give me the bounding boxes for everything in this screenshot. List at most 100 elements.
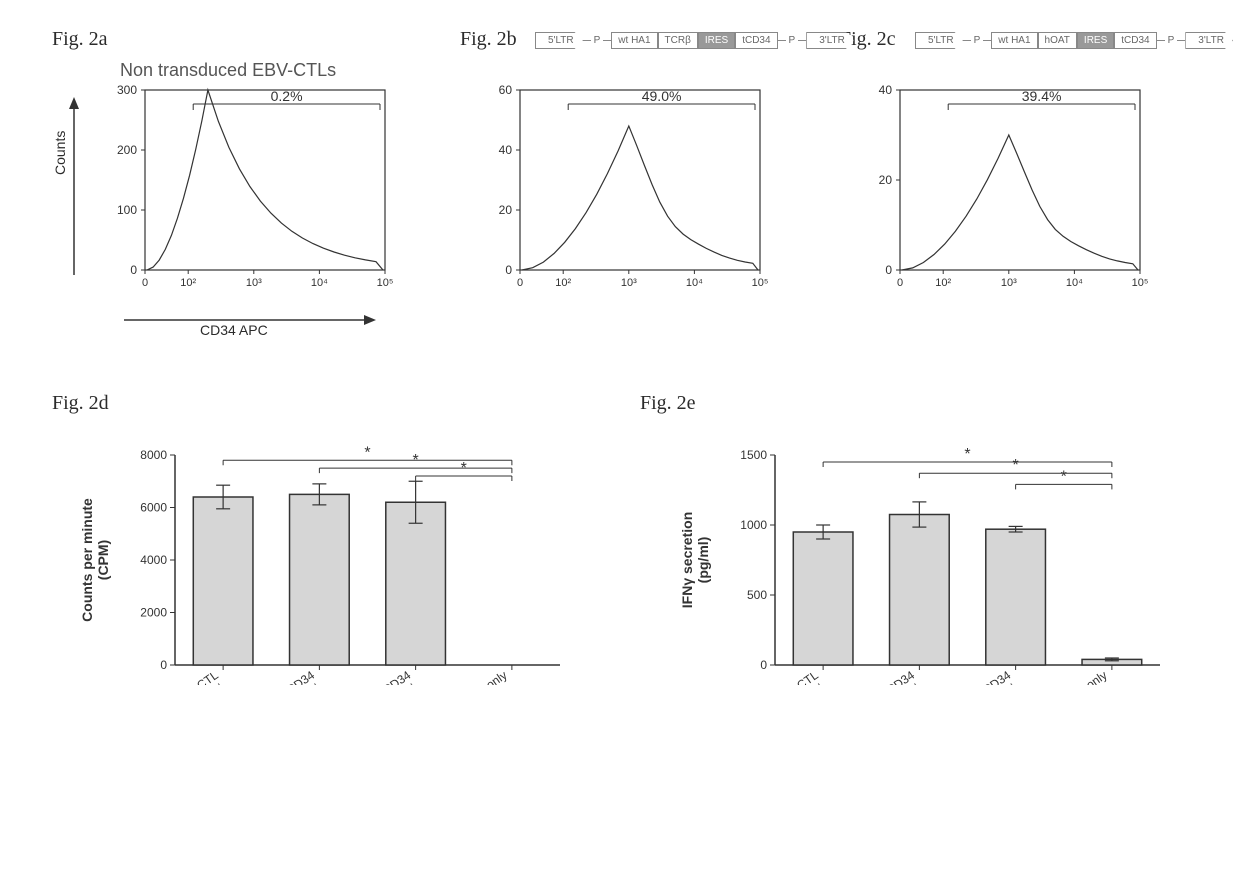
- svg-text:0: 0: [897, 277, 903, 289]
- svg-text:10²: 10²: [555, 277, 571, 289]
- hist-a-svg: 0 100 200 300 0 10² 10³ 10⁴ 10⁵ 0.2%: [95, 80, 415, 310]
- svg-text:60: 60: [499, 83, 513, 97]
- construct-c-mid3: tCD34: [1114, 32, 1156, 49]
- bar-chart-e: 050010001500IFNγ secretion(pg/ml)NT CTLa…: [680, 425, 1180, 745]
- svg-text:10³: 10³: [621, 277, 637, 289]
- construct-c-p2: P: [1165, 35, 1178, 46]
- bar-chart-d: 0 2000 4000 6000 8000 Counts per minute(CPM) E…: [80, 425, 580, 745]
- svg-text:EBV-CTL/VS-HA1-TCRβ_d04.I.CD34: EBV-CTL/VS-HA1-TCRβ_d04.I.CD34: [146, 668, 318, 685]
- svg-text:(CPM): (CPM): [95, 540, 111, 580]
- svg-text:0: 0: [142, 277, 148, 289]
- svg-text:4000: 4000: [140, 553, 167, 567]
- svg-text:IFNγ secretion: IFNγ secretion: [680, 512, 695, 608]
- construct-b-p2: P: [786, 35, 799, 46]
- svg-text:Counts per minute: Counts per minute: [80, 498, 95, 622]
- svg-text:EBV-CTL/hOAT.I.CD34: EBV-CTL/hOAT.I.CD34: [904, 668, 1013, 685]
- figure-label-2e: Fig. 2e: [640, 392, 696, 415]
- svg-text:1000: 1000: [740, 518, 767, 532]
- svg-text:10³: 10³: [1001, 277, 1017, 289]
- construct-c-5ltr: 5'LTR: [915, 32, 963, 49]
- figure-label-2a: Fig. 2a: [52, 28, 108, 51]
- construct-c-mid2: hOAT: [1038, 32, 1077, 49]
- svg-text:*: *: [1013, 457, 1019, 474]
- svg-text:*: *: [413, 452, 419, 469]
- hist-a-title: Non transduced EBV-CTLs: [120, 60, 336, 81]
- counts-axis-label: Counts: [52, 131, 68, 175]
- figure-label-2d: Fig. 2d: [52, 392, 109, 415]
- svg-text:0: 0: [760, 658, 767, 672]
- svg-text:10⁵: 10⁵: [752, 277, 769, 289]
- svg-text:10⁵: 10⁵: [1132, 277, 1149, 289]
- svg-text:6000: 6000: [140, 501, 167, 515]
- svg-text:10⁵: 10⁵: [377, 277, 394, 289]
- histogram-a: 0 100 200 300 0 10² 10³ 10⁴ 10⁵ 0.2%: [95, 80, 415, 310]
- svg-text:40: 40: [499, 143, 513, 157]
- svg-text:40: 40: [879, 83, 893, 97]
- svg-text:*: *: [461, 460, 467, 477]
- construct-c-p: P: [971, 35, 984, 46]
- construct-b-ires: IRES: [698, 32, 735, 49]
- svg-text:*: *: [964, 446, 970, 463]
- svg-text:100: 100: [117, 203, 137, 217]
- construct-b-5ltr: 5'LTR: [535, 32, 583, 49]
- svg-text:0: 0: [885, 263, 892, 277]
- svg-text:10⁴: 10⁴: [1066, 277, 1083, 289]
- hist-c-svg: 0 20 40 0 10² 10³ 10⁴ 10⁵ 39.4%: [850, 80, 1170, 310]
- svg-text:0: 0: [517, 277, 523, 289]
- histogram-b: 0 20 40 60 0 10² 10³ 10⁴ 10⁵ 49.0%: [470, 80, 790, 310]
- histogram-c: 0 20 40 0 10² 10³ 10⁴ 10⁵ 39.4%: [850, 80, 1170, 310]
- svg-text:10²: 10²: [180, 277, 196, 289]
- svg-text:20: 20: [879, 173, 893, 187]
- construct-b-p: P: [591, 35, 604, 46]
- svg-text:0: 0: [130, 263, 137, 277]
- construct-b-mid3: tCD34: [735, 32, 777, 49]
- construct-joiner: [1157, 40, 1165, 41]
- figure-label-2b: Fig. 2b: [460, 28, 517, 51]
- cd34-axis-label: CD34 APC: [200, 322, 268, 338]
- svg-text:10²: 10²: [935, 277, 951, 289]
- hist-b-svg: 0 20 40 60 0 10² 10³ 10⁴ 10⁵ 49.0%: [470, 80, 790, 310]
- counts-axis-arrow: [60, 95, 88, 285]
- svg-text:1500: 1500: [740, 448, 767, 462]
- construct-joiner: [603, 40, 611, 41]
- construct-joiner: [583, 40, 591, 41]
- svg-text:EBV-CTL/hOAT.I.CD34: EBV-CTL/hOAT.I.CD34: [304, 668, 413, 685]
- svg-text:8000: 8000: [140, 448, 167, 462]
- construct-c: 5'LTR P wt HA1 hOAT IRES tCD34 P 3'LTR: [915, 32, 1233, 49]
- construct-joiner: [1177, 40, 1185, 41]
- svg-text:10⁴: 10⁴: [311, 277, 328, 289]
- construct-b-3ltr: 3'LTR: [806, 32, 854, 49]
- svg-text:0.2%: 0.2%: [271, 88, 303, 104]
- svg-text:EBV-CTL only: EBV-CTL only: [440, 668, 509, 685]
- svg-text:0: 0: [160, 658, 167, 672]
- svg-text:*: *: [1061, 468, 1067, 485]
- svg-text:2000: 2000: [140, 606, 167, 620]
- svg-text:10³: 10³: [246, 277, 262, 289]
- construct-c-3ltr: 3'LTR: [1185, 32, 1233, 49]
- construct-joiner: [983, 40, 991, 41]
- svg-text:NT CTL: NT CTL: [779, 668, 822, 685]
- svg-text:49.0%: 49.0%: [642, 88, 682, 104]
- construct-b-mid2: TCRβ: [658, 32, 698, 49]
- svg-text:500: 500: [747, 588, 767, 602]
- svg-text:(pg/ml): (pg/ml): [695, 537, 711, 584]
- svg-text:39.4%: 39.4%: [1022, 88, 1062, 104]
- svg-text:EBV-CTL only: EBV-CTL only: [1040, 668, 1109, 685]
- svg-text:300: 300: [117, 83, 137, 97]
- construct-joiner: [963, 40, 971, 41]
- construct-b-mid1: wt HA1: [611, 32, 657, 49]
- construct-c-mid1: wt HA1: [991, 32, 1037, 49]
- bars-d-svg: 0 2000 4000 6000 8000 Counts per minute(CPM) E…: [80, 425, 580, 685]
- svg-text:20: 20: [499, 203, 513, 217]
- svg-text:EBV-CTL: EBV-CTL: [172, 668, 221, 685]
- construct-joiner: [778, 40, 786, 41]
- svg-text:*: *: [364, 444, 370, 461]
- construct-c-ires: IRES: [1077, 32, 1114, 49]
- construct-joiner: [798, 40, 806, 41]
- svg-text:EBV-CTL/VS-HA1-TCR β_P04.I.CD3: EBV-CTL/VS-HA1-TCR β_P04.I.CD34: [742, 668, 918, 685]
- bars-e-svg: 050010001500IFNγ secretion(pg/ml)NT CTLa…: [680, 425, 1180, 685]
- svg-text:10⁴: 10⁴: [686, 277, 703, 289]
- construct-b: 5'LTR P wt HA1 TCRβ IRES tCD34 P 3'LTR: [535, 32, 854, 49]
- svg-text:200: 200: [117, 143, 137, 157]
- svg-text:0: 0: [505, 263, 512, 277]
